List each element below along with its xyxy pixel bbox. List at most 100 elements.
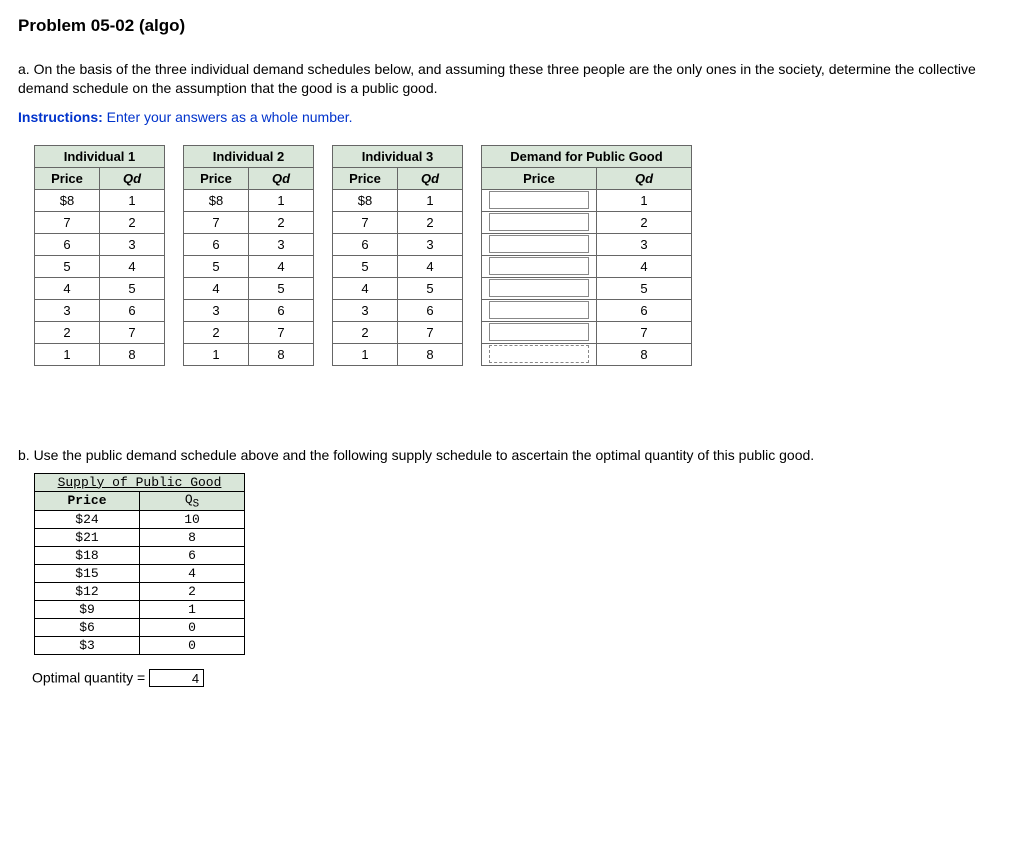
cell: 4: [398, 255, 463, 277]
cell: 4: [140, 565, 245, 583]
cell: 1: [249, 189, 314, 211]
instructions-text: Enter your answers as a whole number.: [103, 109, 353, 125]
cell: 6: [184, 233, 249, 255]
cell: 0: [140, 637, 245, 655]
cell: 6: [333, 233, 398, 255]
cell: 6: [398, 299, 463, 321]
cell: $12: [35, 583, 140, 601]
col-price: Price: [184, 167, 249, 189]
public-price-input-6[interactable]: [489, 301, 589, 319]
cell: 4: [249, 255, 314, 277]
supply-table: Supply of Public Good Price QS $2410 $21…: [34, 473, 245, 656]
cell: 1: [140, 601, 245, 619]
col-qd: Qd: [398, 167, 463, 189]
cell: 7: [597, 321, 692, 343]
public-demand-table: Demand for Public Good Price Qd 1 2 3 4 …: [481, 145, 692, 366]
optimal-label: Optimal quantity =: [32, 670, 145, 686]
part-a-text: a. On the basis of the three individual …: [18, 60, 1000, 98]
col-price: Price: [333, 167, 398, 189]
cell: 6: [249, 299, 314, 321]
cell: $8: [184, 189, 249, 211]
cell: $24: [35, 511, 140, 529]
cell: 3: [398, 233, 463, 255]
col-qd: Qd: [597, 167, 692, 189]
cell: 4: [184, 277, 249, 299]
cell: 2: [35, 321, 100, 343]
cell: 10: [140, 511, 245, 529]
public-price-input-1[interactable]: [489, 191, 589, 209]
cell: $9: [35, 601, 140, 619]
cell: 5: [184, 255, 249, 277]
cell: 2: [140, 583, 245, 601]
part-b-text: b. Use the public demand schedule above …: [18, 446, 1000, 465]
cell: 7: [249, 321, 314, 343]
cell: 5: [249, 277, 314, 299]
col-price: Price: [482, 167, 597, 189]
col-qd: Qd: [249, 167, 314, 189]
cell: 7: [398, 321, 463, 343]
cell: $18: [35, 547, 140, 565]
col-price: Price: [35, 491, 140, 511]
cell: $8: [35, 189, 100, 211]
cell: 2: [597, 211, 692, 233]
individual-3-table: Individual 3 Price Qd $81 72 63 54 45 36…: [332, 145, 463, 366]
ind3-title: Individual 3: [333, 145, 463, 167]
cell: 4: [100, 255, 165, 277]
cell: 1: [333, 343, 398, 365]
cell: 1: [35, 343, 100, 365]
optimal-quantity-row: Optimal quantity =: [32, 669, 1000, 687]
cell: 5: [333, 255, 398, 277]
col-price: Price: [35, 167, 100, 189]
col-qd: Qd: [100, 167, 165, 189]
ind2-title: Individual 2: [184, 145, 314, 167]
cell: 6: [140, 547, 245, 565]
cell: 0: [140, 619, 245, 637]
cell: $15: [35, 565, 140, 583]
cell: 5: [35, 255, 100, 277]
cell: 2: [249, 211, 314, 233]
optimal-quantity-input[interactable]: [149, 669, 204, 687]
cell: 2: [100, 211, 165, 233]
cell: $21: [35, 529, 140, 547]
cell: 5: [100, 277, 165, 299]
public-price-input-2[interactable]: [489, 213, 589, 231]
public-price-input-4[interactable]: [489, 257, 589, 275]
public-price-input-5[interactable]: [489, 279, 589, 297]
cell: 2: [333, 321, 398, 343]
cell: 8: [140, 529, 245, 547]
cell: 8: [249, 343, 314, 365]
cell: 2: [184, 321, 249, 343]
cell: 7: [333, 211, 398, 233]
instructions: Instructions: Enter your answers as a wh…: [18, 108, 1000, 127]
cell: 1: [184, 343, 249, 365]
individual-1-table: Individual 1 Price Qd $81 72 63 54 45 36…: [34, 145, 165, 366]
cell: 7: [184, 211, 249, 233]
cell: 4: [597, 255, 692, 277]
cell: 7: [100, 321, 165, 343]
cell: 4: [35, 277, 100, 299]
demand-tables-row: Individual 1 Price Qd $81 72 63 54 45 36…: [34, 145, 1000, 366]
cell: 3: [184, 299, 249, 321]
cell: 3: [100, 233, 165, 255]
cell: 1: [398, 189, 463, 211]
cell: 4: [333, 277, 398, 299]
supply-title: Supply of Public Good: [35, 473, 245, 491]
cell: 6: [100, 299, 165, 321]
public-title: Demand for Public Good: [482, 145, 692, 167]
individual-2-table: Individual 2 Price Qd $81 72 63 54 45 36…: [183, 145, 314, 366]
public-price-input-3[interactable]: [489, 235, 589, 253]
col-qs: QS: [140, 491, 245, 511]
cell: 6: [597, 299, 692, 321]
cell: 3: [249, 233, 314, 255]
public-price-input-8[interactable]: [489, 345, 589, 363]
cell: 7: [35, 211, 100, 233]
ind1-title: Individual 1: [35, 145, 165, 167]
cell: $3: [35, 637, 140, 655]
cell: 2: [398, 211, 463, 233]
cell: 3: [35, 299, 100, 321]
cell: 8: [398, 343, 463, 365]
instructions-label: Instructions:: [18, 109, 103, 125]
cell: $6: [35, 619, 140, 637]
public-price-input-7[interactable]: [489, 323, 589, 341]
cell: 8: [100, 343, 165, 365]
